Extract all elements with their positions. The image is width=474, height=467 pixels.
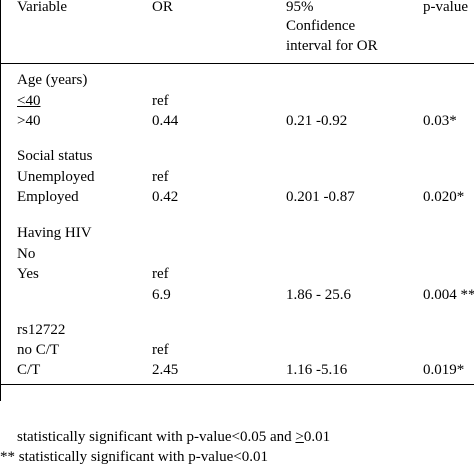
footnote-1-threshold: 0.01 <box>303 429 331 445</box>
row-ci: 0.21 -0.92 <box>286 113 348 129</box>
row-or: ref <box>152 169 169 185</box>
header-ci-line3: interval for OR <box>286 38 378 54</box>
row-label: >40 <box>17 113 41 129</box>
row-ci: 1.86 - 25.6 <box>286 287 351 303</box>
row-pvalue: 0.019* <box>423 362 465 378</box>
odds-ratio-table: Variable OR 95% Confidence interval for … <box>0 0 474 401</box>
row-pvalue: 0.020* <box>423 189 465 205</box>
header-variable: Variable <box>17 0 67 15</box>
row-or: ref <box>152 266 169 282</box>
row-label: rs12722 <box>17 322 66 338</box>
row-or: ref <box>152 342 169 358</box>
row-label: Having HIV <box>17 225 92 241</box>
footnote-2: ** statistically significant with p-valu… <box>0 449 268 465</box>
row-label: No <box>17 246 36 262</box>
row-pvalue: 0.03* <box>423 113 457 129</box>
row-ci: 0.201 -0.87 <box>286 189 355 205</box>
row-label: Social status <box>17 148 93 164</box>
row-pvalue: 0.004 ** <box>423 287 474 303</box>
row-label: Employed <box>17 189 79 205</box>
row-label: Age (years) <box>17 72 88 88</box>
footnote-1-ge-symbol: > <box>295 429 304 445</box>
row-or: 0.44 <box>152 113 179 129</box>
footnote-1: statistically significant with p-value<0… <box>17 428 330 447</box>
row-or: 6.9 <box>152 287 171 303</box>
row-label: C/T <box>17 362 41 378</box>
row-label: <40 <box>17 93 41 109</box>
header-ci-line2: Confidence <box>286 18 356 34</box>
row-or: ref <box>152 93 169 109</box>
row-or: 2.45 <box>152 362 179 378</box>
row-or: 0.42 <box>152 189 179 205</box>
row-label: no C/T <box>17 342 60 358</box>
header-ci-line1: 95% <box>286 0 314 15</box>
header-pvalue: p-value <box>423 0 468 15</box>
header-or: OR <box>152 0 173 15</box>
row-label: Unemployed <box>17 169 95 185</box>
footnote-1-text: statistically significant with p-value<0… <box>17 429 296 445</box>
row-ci: 1.16 -5.16 <box>286 362 348 378</box>
table-bottom-border <box>1 384 474 385</box>
header-divider <box>1 63 474 64</box>
row-label: Yes <box>17 266 39 282</box>
